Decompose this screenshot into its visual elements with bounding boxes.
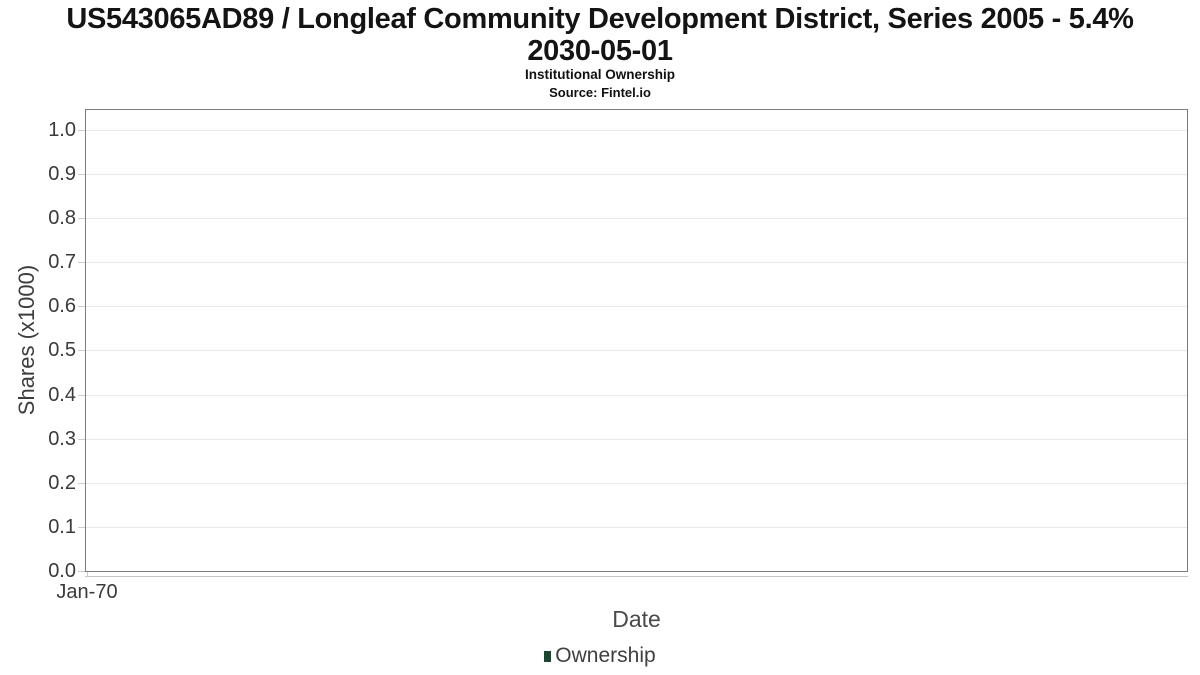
y-tick-label-0.6: 0.6: [48, 295, 76, 318]
chart-title-line1: US543065AD89 / Longleaf Community Develo…: [66, 3, 1134, 35]
y-tick-mark-0.6: [78, 306, 85, 308]
legend: Ownership: [0, 644, 1200, 668]
y-tick-mark-0.8: [78, 218, 85, 220]
y-tick-mark-0.2: [78, 482, 85, 484]
gridline-y-0.4: [86, 394, 1187, 396]
plot-area: [85, 109, 1188, 572]
gridline-y-0.7: [86, 262, 1187, 264]
y-tick-mark-0.0: [78, 571, 85, 572]
gridline-y-1.0: [86, 129, 1187, 131]
gridline-y-0.2: [86, 482, 1187, 484]
y-tick-label-0.4: 0.4: [48, 383, 76, 406]
gridline-y-0.1: [86, 526, 1187, 528]
y-tick-mark-0.9: [78, 173, 85, 175]
x-axis-tick-label: Jan-70: [56, 581, 118, 603]
y-tick-mark-0.3: [78, 438, 85, 440]
y-tick-label-0.8: 0.8: [48, 207, 76, 230]
gridline-y-0.6: [86, 306, 1187, 308]
legend-marker-icon: [544, 650, 552, 662]
gridline-y-0.8: [86, 218, 1187, 220]
y-tick-label-0.2: 0.2: [48, 471, 76, 494]
y-tick-label-0.5: 0.5: [48, 339, 76, 362]
x-axis-title: Date: [612, 606, 661, 632]
y-tick-label-1.0: 1.0: [48, 118, 76, 141]
x-axis-tick-mark: [87, 572, 88, 577]
y-tick-label-0.3: 0.3: [48, 427, 76, 450]
gridline-y-0.5: [86, 350, 1187, 352]
y-tick-mark-0.5: [78, 350, 85, 352]
legend-item-ownership[interactable]: Ownership: [544, 644, 656, 668]
y-tick-label-0.7: 0.7: [48, 251, 76, 274]
legend-label: Ownership: [555, 644, 656, 667]
chart-title-line2: 2030-05-01: [527, 35, 673, 67]
gridline-y-0.9: [86, 173, 1187, 175]
chart-subtitle: Institutional Ownership: [524, 67, 675, 82]
y-tick-mark-0.1: [78, 526, 85, 528]
gridline-y-0.3: [86, 438, 1187, 440]
y-tick-mark-1.0: [78, 129, 85, 131]
y-tick-mark-0.7: [78, 262, 85, 264]
x-axis-line: [85, 576, 1188, 577]
y-tick-label-0.1: 0.1: [48, 515, 76, 538]
y-tick-mark-0.4: [78, 394, 85, 396]
y-tick-label-0.0: 0.0: [48, 560, 76, 582]
chart-source-note: Source: Fintel.io: [549, 85, 651, 100]
y-tick-label-0.9: 0.9: [48, 162, 76, 185]
